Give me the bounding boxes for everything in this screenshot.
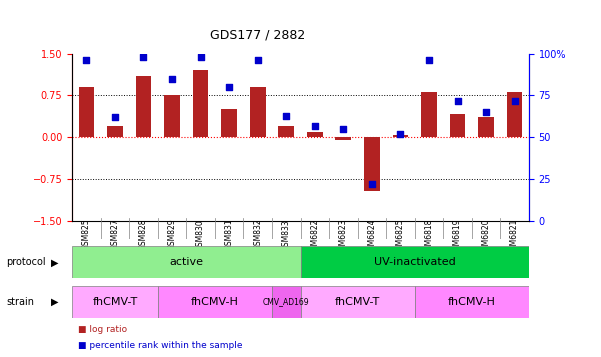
Bar bbox=[335, 137, 351, 140]
Bar bbox=[157, 286, 272, 318]
Bar bbox=[164, 95, 180, 137]
Bar bbox=[278, 126, 294, 137]
Point bbox=[82, 57, 91, 63]
Text: GSM825: GSM825 bbox=[82, 219, 91, 251]
Point bbox=[338, 126, 348, 132]
Text: GSM830: GSM830 bbox=[196, 219, 205, 251]
Point bbox=[395, 131, 405, 137]
Bar bbox=[79, 87, 94, 137]
Bar bbox=[415, 286, 529, 318]
Text: GSM6825: GSM6825 bbox=[396, 219, 405, 255]
Text: protocol: protocol bbox=[6, 257, 46, 267]
Bar bbox=[507, 92, 522, 137]
Text: active: active bbox=[169, 257, 203, 267]
Point bbox=[167, 76, 177, 82]
Point bbox=[481, 109, 491, 115]
Text: GSM6822: GSM6822 bbox=[310, 219, 319, 255]
Bar bbox=[300, 286, 415, 318]
Text: ▶: ▶ bbox=[51, 257, 58, 267]
Text: GSM828: GSM828 bbox=[139, 219, 148, 250]
Point bbox=[253, 57, 263, 63]
Text: ■ log ratio: ■ log ratio bbox=[78, 325, 127, 334]
Text: GSM6823: GSM6823 bbox=[339, 219, 348, 255]
Text: fhCMV-H: fhCMV-H bbox=[448, 297, 496, 307]
Bar bbox=[272, 286, 300, 318]
Bar bbox=[364, 137, 380, 191]
Text: CMV_AD169: CMV_AD169 bbox=[263, 297, 310, 306]
Bar bbox=[136, 76, 151, 137]
Bar bbox=[250, 87, 266, 137]
Bar bbox=[478, 117, 494, 137]
Text: GSM829: GSM829 bbox=[168, 219, 177, 251]
Bar bbox=[450, 114, 465, 137]
Text: GSM6820: GSM6820 bbox=[481, 219, 490, 255]
Bar bbox=[72, 246, 300, 278]
Bar bbox=[392, 135, 408, 137]
Text: GSM833: GSM833 bbox=[282, 219, 291, 251]
Text: UV-inactivated: UV-inactivated bbox=[374, 257, 456, 267]
Point bbox=[196, 54, 206, 60]
Bar bbox=[300, 246, 529, 278]
Text: GSM6819: GSM6819 bbox=[453, 219, 462, 255]
Text: strain: strain bbox=[6, 297, 34, 307]
Point bbox=[224, 84, 234, 90]
Point bbox=[367, 182, 377, 187]
Bar bbox=[193, 70, 209, 137]
Text: GSM831: GSM831 bbox=[225, 219, 234, 251]
Text: GSM6821: GSM6821 bbox=[510, 219, 519, 255]
Text: fhCMV-H: fhCMV-H bbox=[191, 297, 239, 307]
Point bbox=[424, 57, 434, 63]
Point bbox=[310, 123, 320, 129]
Point bbox=[139, 54, 148, 60]
Point bbox=[110, 115, 120, 120]
Text: GSM6818: GSM6818 bbox=[424, 219, 433, 255]
Text: ▶: ▶ bbox=[51, 297, 58, 307]
Text: fhCMV-T: fhCMV-T bbox=[335, 297, 380, 307]
Text: fhCMV-T: fhCMV-T bbox=[93, 297, 138, 307]
Text: ■ percentile rank within the sample: ■ percentile rank within the sample bbox=[78, 341, 243, 350]
Point bbox=[281, 113, 291, 119]
Bar bbox=[72, 286, 157, 318]
Text: GDS177 / 2882: GDS177 / 2882 bbox=[210, 29, 305, 41]
Text: GSM827: GSM827 bbox=[111, 219, 120, 251]
Bar bbox=[107, 126, 123, 137]
Text: GSM832: GSM832 bbox=[253, 219, 262, 251]
Point bbox=[510, 98, 519, 104]
Bar bbox=[307, 132, 323, 137]
Point bbox=[453, 98, 462, 104]
Bar bbox=[421, 92, 437, 137]
Bar bbox=[221, 110, 237, 137]
Text: GSM6824: GSM6824 bbox=[367, 219, 376, 255]
